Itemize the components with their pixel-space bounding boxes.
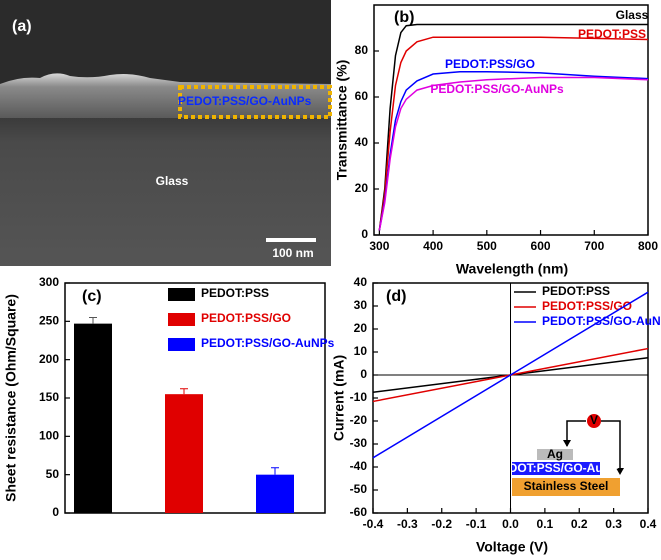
y-tick-label: -50 <box>350 482 368 496</box>
x-axis-label: Wavelength (nm) <box>456 261 568 277</box>
film-outline <box>178 85 332 119</box>
ag-label: Ag <box>547 447 563 461</box>
x-tick-label: 800 <box>638 239 658 253</box>
bar <box>74 323 112 513</box>
steel-label: Stainless Steel <box>524 479 609 493</box>
series-line <box>378 70 649 231</box>
panel-label: (c) <box>82 288 102 305</box>
series-line <box>372 291 649 459</box>
x-tick-label: 700 <box>584 239 604 253</box>
wire <box>566 420 586 446</box>
series-line <box>378 23 648 231</box>
wire <box>601 420 621 470</box>
x-tick-label: 0.0 <box>502 517 519 531</box>
series-label: Glass <box>616 8 649 22</box>
y-tick-label: 40 <box>354 275 368 289</box>
y-tick-label: 30 <box>354 298 368 312</box>
y-tick-label: 60 <box>355 89 369 103</box>
arrow <box>563 440 571 447</box>
glass-region <box>0 90 331 266</box>
legend-label: PEDOT:PSS/GO-AuNPs <box>201 336 335 350</box>
y-tick-label: 50 <box>46 467 60 481</box>
steel-layer <box>512 478 620 496</box>
y-tick-label: 10 <box>354 344 368 358</box>
y-axis-label: Sheet resistance (Ohm/Square) <box>3 294 19 502</box>
panel-label: (d) <box>386 288 406 305</box>
y-tick-label: -60 <box>350 505 368 519</box>
panel: 0 50 100 150 200 250 300 (c) Sheet resistance (O… <box>3 275 335 519</box>
x-tick-label: 600 <box>531 239 551 253</box>
legend-swatch <box>168 288 195 301</box>
arrow <box>616 468 624 475</box>
series-label: PEDOT:PSS/GO-AuNPs <box>430 82 564 96</box>
error-bar <box>271 467 279 475</box>
legend-label: PEDOT:PSS/GO <box>201 311 291 325</box>
y-tick-label: -10 <box>350 390 368 404</box>
x-tick-label: -0.3 <box>397 517 418 531</box>
legend-label: PEDOT:PSS <box>542 284 610 298</box>
film-label: PEDOT:PSS/GO-AuNPs <box>178 94 312 108</box>
ag-layer <box>537 449 573 460</box>
y-tick-label: 300 <box>39 275 59 289</box>
error-bar <box>89 317 97 324</box>
x-tick-label: 0.3 <box>605 517 622 531</box>
series-line <box>378 36 649 231</box>
series-label: PEDOT:PSS/GO <box>445 57 535 71</box>
x-tick-label: 500 <box>477 239 497 253</box>
error-bar <box>180 388 188 395</box>
series-label: PEDOT:PSS <box>578 27 646 41</box>
film-layer <box>512 462 600 475</box>
y-axis-label: Current (mA) <box>331 355 347 441</box>
panel: -60 -50 -40 -30 -20 -10 0 10 20 30 40 -0.4 -0.3 -0.2-… <box>331 275 661 555</box>
x-tick-label: -0.2 <box>431 517 452 531</box>
inset-diagram: V Ag PEDOT:PSS/GO-AuNP Stainless Steel <box>493 413 624 496</box>
voltmeter-label: V <box>590 413 598 427</box>
y-tick-label: 200 <box>39 352 59 366</box>
y-tick-label: 20 <box>354 321 368 335</box>
y-tick-label: 0 <box>360 367 367 381</box>
y-tick-label: 40 <box>355 135 369 149</box>
film-layer <box>0 73 331 118</box>
panel-label: (b) <box>394 9 414 26</box>
y-tick-label: 250 <box>39 314 59 328</box>
y-tick-label: 80 <box>355 43 369 57</box>
legend-label: PEDOT:PSS <box>201 286 269 300</box>
y-tick-label: 0 <box>52 505 59 519</box>
plot-frame <box>373 4 649 236</box>
x-tick-label: 0.4 <box>640 517 657 531</box>
voltmeter <box>587 414 601 428</box>
x-axis-label: Voltage (V) <box>476 539 548 555</box>
legend-label: PEDOT:PSS/GO <box>542 299 632 313</box>
legend-label: PEDOT:PSS/GO-AuNPs <box>542 314 661 328</box>
y-axis-label: Transmittance (%) <box>334 60 350 181</box>
bar <box>165 394 203 513</box>
y-tick-label: 100 <box>39 429 59 443</box>
y-tick-label: -20 <box>350 413 368 427</box>
x-tick-label: 0.1 <box>537 517 554 531</box>
x-tick-label: -0.4 <box>363 517 384 531</box>
x-tick-label: 400 <box>423 239 443 253</box>
y-tick-label: -30 <box>350 436 368 450</box>
y-tick-label: 0 <box>361 227 368 241</box>
film-layer-label: PEDOT:PSS/GO-AuNP <box>493 461 620 475</box>
x-tick-label: 0.2 <box>571 517 588 531</box>
panel-a: (a) PEDOT:PSS/GO-AuNPs Glass 100 nm <box>0 0 332 266</box>
x-tick-label: -0.1 <box>466 517 487 531</box>
scale-bar <box>266 238 316 242</box>
panel-label: (a) <box>12 18 32 35</box>
legend-swatch <box>168 313 195 326</box>
panel: 0 20 40 60 80 300 400 500 600 700 800 (b) Wavelength… <box>334 4 658 277</box>
x-tick-label: 300 <box>369 239 389 253</box>
scale-bar-label: 100 nm <box>272 246 313 260</box>
bar <box>256 474 294 513</box>
legend-swatch <box>168 338 195 351</box>
y-tick-label: 150 <box>39 390 59 404</box>
series-line <box>378 76 649 231</box>
y-tick-label: -40 <box>350 459 368 473</box>
y-tick-label: 20 <box>355 181 369 195</box>
substrate-label: Glass <box>156 174 189 188</box>
